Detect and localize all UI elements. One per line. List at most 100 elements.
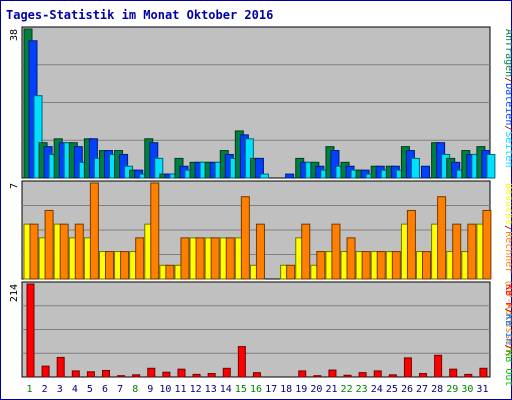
bar-kb-f-day-2: [41, 365, 50, 378]
bar-kb-f-day-1: [26, 283, 35, 378]
bar-rechner-day-29: [452, 223, 462, 280]
x-tick-day-14: 14: [220, 384, 232, 395]
bar-seiten-day-26: [410, 157, 420, 179]
x-tick-day-10: 10: [159, 384, 171, 395]
x-tick-day-25: 25: [386, 384, 398, 395]
bar-kb-f-day-23: [358, 372, 367, 378]
bar-kb-f-day-29: [449, 368, 458, 378]
bar-rechner-day-27: [422, 251, 432, 280]
x-tick-day-21: 21: [325, 384, 337, 395]
x-tick-day-18: 18: [280, 384, 292, 395]
x-tick-day-8: 8: [132, 384, 138, 395]
bar-dateien-day-18: [285, 173, 295, 179]
bar-rechner-day-22: [346, 237, 356, 280]
legend-separator: /: [503, 125, 512, 131]
bar-kb-f-day-7: [117, 375, 126, 378]
legend-item-dateien: Dateien: [503, 83, 512, 125]
bar-kb-f-day-31: [479, 367, 488, 378]
panel-1: 38: [9, 26, 496, 179]
bar-rechner-day-11: [180, 237, 190, 280]
x-tick-day-29: 29: [446, 384, 458, 395]
bar-rechner-day-12: [195, 237, 205, 280]
legend-item-seiten: Seiten: [503, 131, 512, 167]
bar-rechner-day-5: [89, 182, 99, 280]
x-tick-day-9: 9: [147, 384, 153, 395]
x-tick-day-13: 13: [205, 384, 217, 395]
panel-3: 214: [9, 281, 491, 378]
bar-rechner-day-31: [482, 209, 492, 280]
x-tick-day-22: 22: [341, 384, 353, 395]
x-tick-day-12: 12: [190, 384, 202, 395]
bar-rechner-day-26: [406, 209, 416, 280]
x-tick-day-15: 15: [235, 384, 247, 395]
bar-kb-f-day-22: [343, 374, 352, 378]
bar-rechner-day-25: [391, 251, 401, 280]
bar-rechner-day-23: [361, 251, 371, 280]
legend-separator: /: [503, 308, 512, 314]
bar-dateien-day-21: [330, 150, 340, 179]
bar-seiten-day-1: [33, 95, 43, 179]
bar-kb-f-day-26: [403, 357, 412, 378]
bar-kb-f-day-14: [222, 367, 231, 378]
bar-rechner-day-8: [135, 237, 145, 280]
bar-rechner-day-10: [165, 264, 175, 280]
bar-kb-f-day-24: [373, 370, 382, 378]
bar-dateien-day-27: [421, 165, 431, 179]
y-axis-max-label: 38: [9, 29, 20, 41]
legend-separator: /: [503, 344, 512, 350]
bar-rechner-day-21: [331, 223, 341, 280]
bar-kb-f-day-30: [464, 373, 473, 378]
bar-kb-f-day-27: [419, 373, 428, 378]
bar-kb-f-day-28: [434, 354, 443, 378]
bar-rechner-day-6: [104, 251, 114, 280]
bar-rechner-day-24: [376, 251, 386, 280]
bar-dateien-day-16: [254, 157, 264, 179]
legend-item-kb-out: KB Out: [503, 350, 512, 386]
bar-rechner-day-19: [301, 223, 311, 280]
bar-rechner-day-2: [44, 209, 54, 280]
bar-rechner-day-28: [437, 196, 447, 280]
bar-rechner-day-3: [59, 223, 69, 280]
legend-separator: /: [503, 225, 512, 231]
x-tick-day-3: 3: [57, 384, 63, 395]
bar-rechner-day-30: [467, 223, 477, 280]
x-tick-day-6: 6: [102, 384, 108, 395]
x-tick-day-19: 19: [295, 384, 307, 395]
x-tick-day-23: 23: [356, 384, 368, 395]
bar-rechner-day-20: [316, 251, 326, 280]
bar-rechner-day-16: [255, 223, 265, 280]
bar-kb-f-day-5: [86, 371, 95, 378]
y-axis-max-label: 7: [9, 183, 20, 189]
bar-kb-f-day-9: [147, 367, 156, 378]
x-tick-day-24: 24: [371, 384, 383, 395]
bar-kb-f-day-16: [252, 372, 261, 378]
legend-3: KB F/KB In/KB Out: [503, 284, 512, 386]
x-tick-day-4: 4: [72, 384, 78, 395]
bar-seiten-day-31: [486, 153, 496, 179]
x-tick-day-16: 16: [250, 384, 262, 395]
bar-rechner-day-13: [210, 237, 220, 280]
bar-kb-f-day-4: [71, 370, 80, 378]
bar-rechner-day-15: [240, 196, 250, 280]
bar-rechner-day-4: [74, 223, 84, 280]
bar-kb-f-day-8: [132, 374, 141, 378]
bar-kb-f-day-10: [162, 371, 171, 378]
bar-rechner-day-18: [286, 264, 296, 280]
x-tick-day-20: 20: [310, 384, 322, 395]
bar-rechner-day-14: [225, 237, 235, 280]
x-tick-day-2: 2: [42, 384, 48, 395]
bar-kb-f-day-25: [388, 374, 397, 378]
bar-rechner-day-7: [120, 251, 130, 280]
x-tick-day-17: 17: [265, 384, 277, 395]
bar-kb-f-day-11: [177, 368, 186, 378]
legend-2: Besuche/Rechner (IP-Adressen): [503, 183, 512, 358]
x-tick-day-28: 28: [431, 384, 443, 395]
x-tick-day-11: 11: [174, 384, 186, 395]
legend-item-besuche: Besuche: [503, 183, 512, 225]
legend-item-kb-f: KB F: [503, 284, 512, 308]
bar-kb-f-day-6: [101, 369, 110, 378]
bar-kb-f-day-12: [192, 373, 201, 378]
legend-item-kb-in: KB In: [503, 314, 512, 344]
bar-kb-f-day-21: [328, 369, 337, 378]
